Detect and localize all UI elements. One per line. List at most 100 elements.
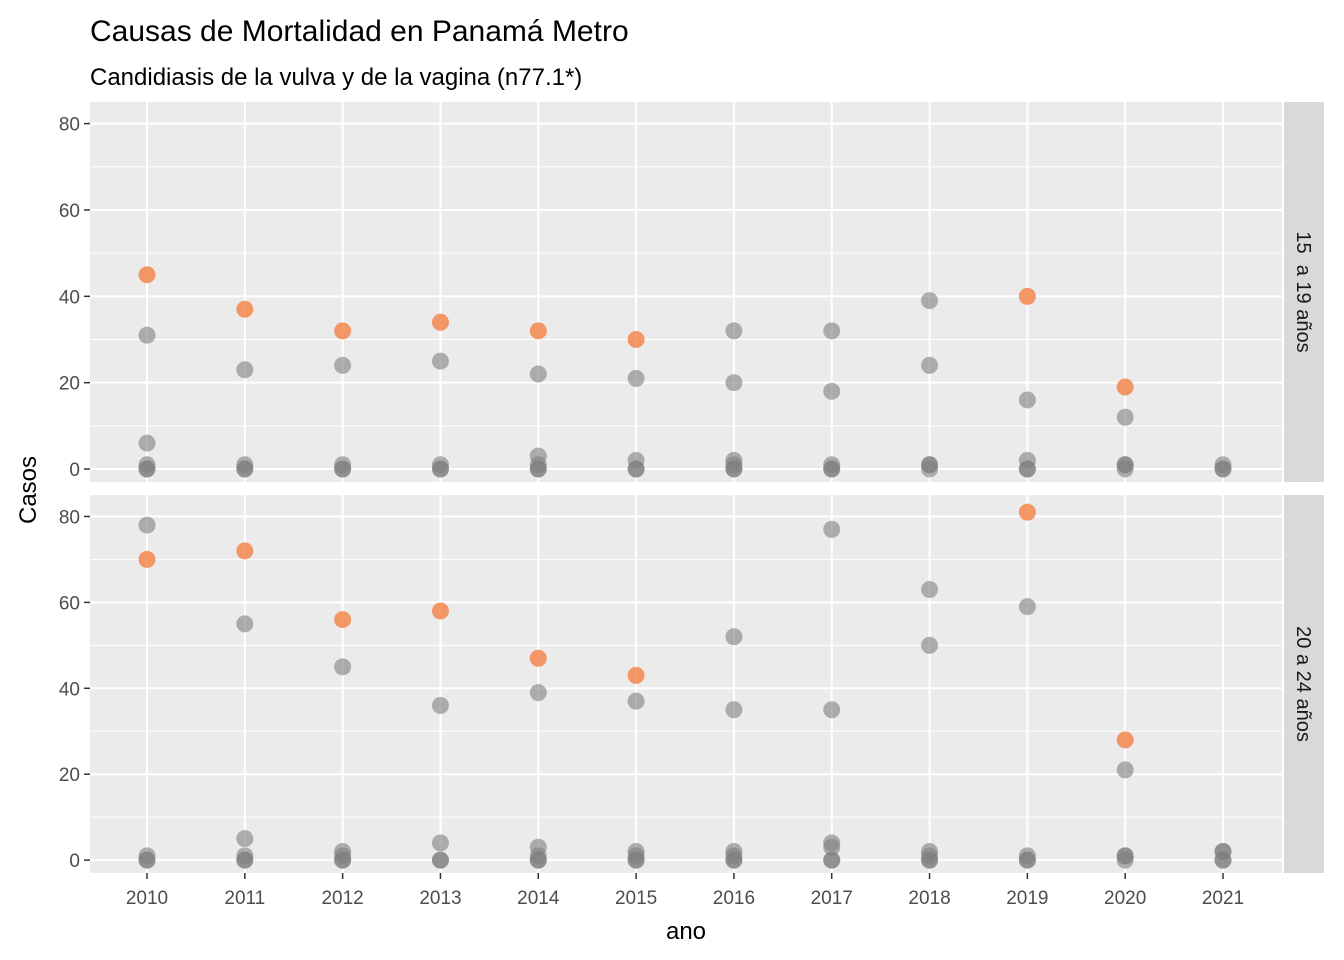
data-point xyxy=(921,851,939,869)
x-tick-label: 2018 xyxy=(908,888,950,909)
data-point xyxy=(529,851,547,869)
y-tick-label: 0 xyxy=(69,851,80,872)
x-axis-label: ano xyxy=(666,918,706,945)
x-tick-label: 2020 xyxy=(1104,888,1146,909)
facet-strip-label: 20 a 24 años xyxy=(1292,626,1314,742)
x-axis: 2010 2011 2012 2013 2014 2015 2016 2017 2018 2019… xyxy=(126,873,1244,909)
y-tick-label: 80 xyxy=(59,507,80,528)
data-point xyxy=(921,636,939,654)
data-point xyxy=(725,322,743,340)
data-point xyxy=(823,460,841,478)
highlight-data-point xyxy=(1018,287,1036,305)
data-point xyxy=(725,374,743,392)
highlight-data-point xyxy=(236,542,254,560)
x-tick-label: 2010 xyxy=(126,888,168,909)
facet-panel: 0 20 40 60 80 15 a 19 años xyxy=(59,102,1324,482)
data-point xyxy=(921,581,939,598)
data-point xyxy=(921,460,939,478)
y-tick-label: 20 xyxy=(59,374,80,395)
data-point xyxy=(236,851,254,869)
data-point xyxy=(529,684,547,702)
data-point xyxy=(1018,598,1036,616)
data-point xyxy=(823,322,841,340)
y-tick-label: 40 xyxy=(59,287,80,308)
data-point xyxy=(823,520,841,538)
data-point xyxy=(627,851,645,869)
data-point xyxy=(627,460,645,478)
facet-panels: 0 20 40 60 80 15 a 19 años 0 20 40 60 80 20 a 24 añ… xyxy=(59,102,1324,873)
highlight-data-point xyxy=(1116,731,1134,749)
data-point xyxy=(725,628,743,646)
x-tick-label: 2015 xyxy=(615,888,657,909)
data-point xyxy=(529,460,547,478)
data-point xyxy=(1116,851,1134,869)
x-tick-label: 2012 xyxy=(321,888,363,909)
data-point xyxy=(725,460,743,478)
data-point xyxy=(1214,460,1232,478)
facet-strip xyxy=(1284,102,1324,482)
data-point xyxy=(431,834,449,852)
highlight-data-point xyxy=(334,611,352,629)
data-point xyxy=(725,701,743,719)
panel-background xyxy=(90,102,1282,482)
data-point xyxy=(1214,851,1232,869)
panel-background xyxy=(90,495,1282,873)
data-point xyxy=(1018,460,1036,478)
data-point xyxy=(823,851,841,869)
x-tick-label: 2019 xyxy=(1006,888,1048,909)
y-tick-label: 40 xyxy=(59,679,80,700)
data-point xyxy=(823,838,841,856)
y-axis-label: Casos xyxy=(15,456,42,524)
data-point xyxy=(529,365,547,383)
data-point xyxy=(334,851,352,869)
data-point xyxy=(627,692,645,710)
highlight-data-point xyxy=(1116,378,1134,396)
data-point xyxy=(627,369,645,387)
facet-panel: 0 20 40 60 80 20 a 24 años xyxy=(59,495,1324,873)
facet-strip-label: 15 a 19 años xyxy=(1292,231,1314,352)
y-tick-label: 0 xyxy=(69,460,80,481)
data-point xyxy=(236,361,254,379)
x-tick-label: 2013 xyxy=(419,888,461,909)
data-point xyxy=(1018,391,1036,409)
data-point xyxy=(431,352,449,370)
x-tick-label: 2021 xyxy=(1202,888,1244,909)
data-point xyxy=(138,326,156,344)
highlight-data-point xyxy=(138,266,156,284)
x-tick-label: 2014 xyxy=(517,888,560,909)
highlight-data-point xyxy=(627,331,645,348)
highlight-data-point xyxy=(334,322,352,340)
data-point xyxy=(921,292,939,310)
data-point xyxy=(138,434,156,452)
y-tick-label: 80 xyxy=(59,115,80,136)
data-point xyxy=(921,356,939,374)
highlight-data-point xyxy=(627,666,645,684)
data-point xyxy=(236,460,254,478)
highlight-data-point xyxy=(529,649,547,667)
data-point xyxy=(1116,408,1134,426)
data-point xyxy=(334,460,352,478)
chart-subtitle: Candidiasis de la vulva y de la vagina (… xyxy=(90,64,582,91)
data-point xyxy=(334,658,352,676)
highlight-data-point xyxy=(431,602,449,620)
y-tick-label: 60 xyxy=(59,201,80,222)
data-point xyxy=(1018,851,1036,869)
facet-strip xyxy=(1284,495,1324,873)
y-tick-label: 20 xyxy=(59,765,80,786)
data-point xyxy=(823,701,841,719)
highlight-data-point xyxy=(1018,503,1036,521)
data-point xyxy=(431,460,449,478)
highlight-data-point xyxy=(138,550,156,568)
highlight-data-point xyxy=(529,322,547,340)
y-tick-label: 60 xyxy=(59,593,80,614)
data-point xyxy=(138,516,156,534)
data-point xyxy=(236,615,254,633)
data-point xyxy=(431,851,449,869)
chart-title: Causas de Mortalidad en Panamá Metro xyxy=(90,15,629,48)
x-tick-label: 2011 xyxy=(224,888,265,909)
x-tick-label: 2017 xyxy=(811,888,853,909)
data-point xyxy=(725,851,743,869)
data-point xyxy=(138,460,156,478)
data-point xyxy=(334,356,352,374)
